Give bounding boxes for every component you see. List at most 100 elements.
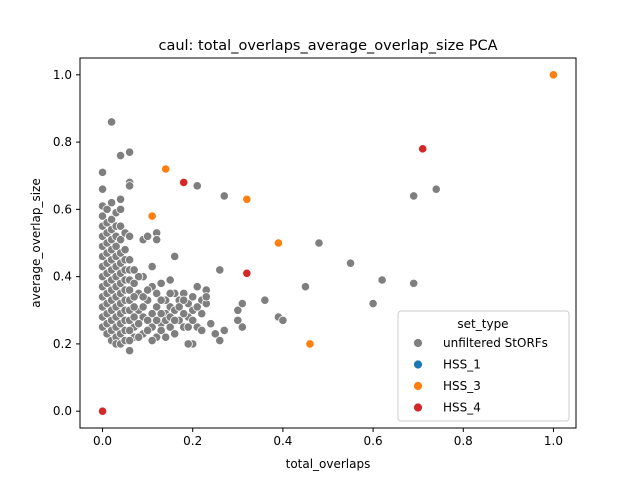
data-point-unfiltered-storfs bbox=[237, 298, 247, 309]
x-tick-label: 0.2 bbox=[183, 434, 202, 448]
data-point-unfiltered-storfs bbox=[188, 292, 198, 302]
legend-marker-unfiltered-storfs bbox=[413, 338, 423, 348]
data-point-unfiltered-storfs bbox=[97, 184, 108, 194]
data-point-unfiltered-storfs bbox=[134, 319, 144, 329]
data-point-unfiltered-storfs bbox=[431, 184, 441, 194]
data-point-unfiltered-storfs bbox=[129, 302, 139, 312]
data-point-unfiltered-storfs bbox=[129, 278, 139, 288]
data-point-unfiltered-storfs bbox=[219, 191, 229, 201]
data-point-unfiltered-storfs bbox=[106, 198, 117, 208]
data-point-unfiltered-storfs bbox=[129, 265, 139, 275]
data-point-unfiltered-storfs bbox=[143, 315, 153, 325]
data-point-unfiltered-storfs bbox=[97, 211, 108, 221]
y-tick-label: 1.0 bbox=[53, 68, 72, 82]
x-tick-label: 0.6 bbox=[364, 434, 383, 448]
data-point-unfiltered-storfs bbox=[215, 265, 225, 275]
data-point-unfiltered-storfs bbox=[345, 258, 356, 268]
legend-marker-hss-1 bbox=[413, 359, 423, 370]
data-point-unfiltered-storfs bbox=[192, 302, 202, 312]
data-point-unfiltered-storfs bbox=[125, 181, 135, 191]
data-point-unfiltered-storfs bbox=[115, 150, 126, 161]
data-point-unfiltered-storfs bbox=[183, 339, 193, 349]
data-point-hss-3 bbox=[548, 70, 559, 80]
data-point-unfiltered-storfs bbox=[215, 335, 225, 346]
y-tick-label: 0.6 bbox=[53, 202, 72, 216]
data-point-unfiltered-storfs bbox=[206, 319, 216, 329]
data-point-unfiltered-storfs bbox=[147, 335, 157, 346]
data-point-unfiltered-storfs bbox=[138, 292, 148, 302]
data-point-unfiltered-storfs bbox=[125, 147, 135, 157]
data-point-unfiltered-storfs bbox=[138, 302, 148, 312]
data-point-hss-3 bbox=[147, 211, 157, 221]
data-point-unfiltered-storfs bbox=[143, 285, 153, 295]
data-point-unfiltered-storfs bbox=[125, 325, 135, 336]
data-point-unfiltered-storfs bbox=[210, 329, 220, 339]
x-tick-label: 0.8 bbox=[454, 434, 473, 448]
data-point-unfiltered-storfs bbox=[115, 204, 126, 214]
data-point-unfiltered-storfs bbox=[179, 295, 189, 305]
data-point-unfiltered-storfs bbox=[156, 325, 166, 336]
data-point-unfiltered-storfs bbox=[120, 245, 130, 255]
data-point-unfiltered-storfs bbox=[165, 322, 175, 332]
data-point-unfiltered-storfs bbox=[278, 315, 288, 325]
data-point-unfiltered-storfs bbox=[409, 278, 419, 288]
data-point-unfiltered-storfs bbox=[156, 278, 166, 288]
legend-title: set_type bbox=[457, 317, 508, 331]
data-point-hss-3 bbox=[161, 164, 171, 174]
data-point-unfiltered-storfs bbox=[129, 292, 139, 302]
data-point-unfiltered-storfs bbox=[174, 302, 184, 312]
data-point-unfiltered-storfs bbox=[377, 275, 387, 285]
data-point-unfiltered-storfs bbox=[165, 288, 175, 299]
legend-marker-hss-4 bbox=[413, 402, 423, 413]
data-point-unfiltered-storfs bbox=[192, 282, 202, 292]
data-point-unfiltered-storfs bbox=[161, 332, 171, 342]
data-point-unfiltered-storfs bbox=[152, 315, 162, 325]
y-tick-label: 0.0 bbox=[53, 404, 72, 418]
x-axis-label: total_overlaps bbox=[286, 457, 371, 471]
data-point-unfiltered-storfs bbox=[201, 292, 211, 302]
data-point-unfiltered-storfs bbox=[260, 295, 270, 305]
data-point-unfiltered-storfs bbox=[143, 231, 153, 241]
data-point-unfiltered-storfs bbox=[233, 315, 243, 325]
data-point-unfiltered-storfs bbox=[143, 325, 153, 336]
data-point-hss-4 bbox=[179, 177, 189, 188]
data-point-unfiltered-storfs bbox=[147, 261, 157, 272]
y-tick-label: 0.8 bbox=[53, 135, 72, 149]
legend-label-hss-4: HSS_4 bbox=[443, 401, 481, 415]
data-point-unfiltered-storfs bbox=[170, 251, 180, 262]
data-points bbox=[97, 70, 559, 416]
y-tick-label: 0.4 bbox=[53, 270, 72, 284]
chart-title: caul: total_overlaps_average_overlap_siz… bbox=[158, 38, 497, 54]
data-point-unfiltered-storfs bbox=[197, 325, 207, 336]
data-point-unfiltered-storfs bbox=[134, 272, 144, 282]
plot-frame bbox=[79, 57, 577, 429]
y-axis-ticks: 0.0 0.2 0.4 0.6 0.8 1.0 bbox=[53, 68, 80, 418]
data-point-unfiltered-storfs bbox=[183, 322, 193, 332]
data-point-unfiltered-storfs bbox=[156, 295, 166, 305]
data-point-unfiltered-storfs bbox=[188, 315, 198, 325]
data-point-unfiltered-storfs bbox=[125, 231, 135, 241]
legend-box bbox=[397, 310, 570, 422]
data-point-unfiltered-storfs bbox=[233, 305, 243, 315]
legend-marker-hss-3 bbox=[413, 381, 423, 391]
data-point-hss-4 bbox=[242, 268, 252, 278]
data-point-unfiltered-storfs bbox=[237, 322, 247, 332]
data-point-hss-3 bbox=[305, 339, 315, 349]
data-point-unfiltered-storfs bbox=[300, 282, 311, 292]
data-point-unfiltered-storfs bbox=[106, 214, 117, 225]
legend: set_type unfiltered StORFs HSS_1 HSS_3 HSS_… bbox=[397, 310, 570, 422]
data-point-hss-4 bbox=[97, 406, 108, 416]
data-point-unfiltered-storfs bbox=[134, 332, 144, 342]
data-point-unfiltered-storfs bbox=[197, 309, 207, 319]
data-point-unfiltered-storfs bbox=[170, 315, 180, 325]
data-point-unfiltered-storfs bbox=[102, 204, 112, 214]
data-point-unfiltered-storfs bbox=[170, 329, 180, 339]
data-point-hss-4 bbox=[418, 144, 428, 154]
data-point-unfiltered-storfs bbox=[129, 312, 139, 322]
data-point-unfiltered-storfs bbox=[152, 288, 162, 299]
data-point-unfiltered-storfs bbox=[147, 309, 157, 319]
data-point-unfiltered-storfs bbox=[115, 235, 126, 245]
data-point-hss-3 bbox=[273, 238, 283, 248]
